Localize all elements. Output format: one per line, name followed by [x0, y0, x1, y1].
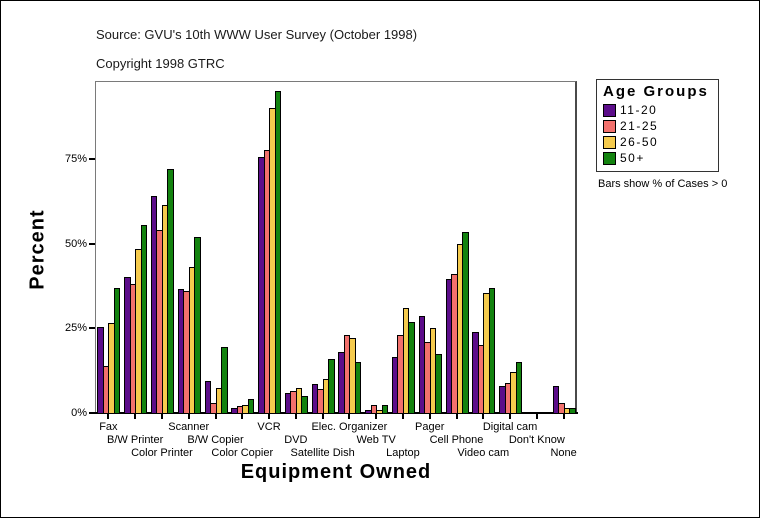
bar-color-printer-50+	[167, 169, 174, 413]
plot-area	[95, 81, 577, 413]
x-axis-title: Equipment Owned	[240, 461, 432, 483]
x-tick-mark	[294, 414, 297, 419]
x-tick-mark	[562, 414, 565, 419]
x-tick-mark	[375, 414, 378, 419]
y-tick-label-50: 50%	[64, 237, 87, 250]
x-category-label: Don't Know	[508, 434, 565, 446]
x-category-label: Video cam	[457, 447, 510, 459]
x-tick-mark	[401, 414, 404, 419]
y-axis-title: Percent	[26, 209, 49, 290]
bar-pager-50+	[435, 353, 442, 413]
bar-scanner-50+	[194, 236, 201, 413]
legend-title: Age Groups	[603, 83, 709, 100]
x-tick-mark	[428, 414, 431, 419]
x-category-label: Digital cam	[482, 421, 538, 433]
legend-entry-11-20: 11-20	[603, 102, 712, 118]
bar-cell-phone-50+	[462, 231, 469, 413]
x-category-label: Web TV	[356, 434, 396, 446]
bar-none-50+	[569, 407, 576, 413]
legend-swatch-26-50	[603, 135, 616, 149]
y-tick-label-0: 0%	[71, 407, 87, 419]
legend-swatch-21-25	[603, 119, 616, 133]
bar-b-w-copier-50+	[221, 346, 228, 413]
x-tick-mark	[187, 414, 190, 419]
x-tick-mark	[268, 414, 271, 419]
x-category-label: Color Copier	[211, 447, 274, 459]
x-category-label: Elec. Organizer	[311, 421, 388, 433]
x-category-label: B/W Printer	[107, 434, 164, 446]
y-tick-mark	[89, 242, 95, 245]
bar-video-cam-50+	[488, 287, 496, 413]
legend-entry-21-25: 21-25	[603, 118, 712, 134]
x-category-label: Scanner	[168, 421, 210, 433]
legend-label: 50+	[620, 151, 645, 165]
bar-digital-cam-50+	[515, 362, 523, 413]
bar-laptop-50+	[408, 321, 415, 413]
x-category-label: Cell Phone	[429, 434, 484, 446]
x-category-label: Color Printer	[131, 447, 193, 459]
bar-color-copier-50+	[247, 399, 255, 413]
legend-entries: 11-20 21-25 26-50 50+	[603, 102, 712, 166]
bar-web-tv-21-25	[370, 404, 378, 413]
x-tick-mark	[321, 414, 324, 419]
source-line: Source: GVU's 10th WWW User Survey (Octo…	[96, 27, 418, 42]
x-category-label: None	[550, 447, 577, 459]
legend-label: 21-25	[620, 119, 659, 133]
y-tick-mark	[89, 327, 95, 330]
x-category-label: DVD	[284, 434, 308, 446]
x-category-label: Satellite Dish	[290, 447, 355, 459]
bar-b-w-printer-50+	[140, 224, 148, 413]
x-tick-mark	[348, 414, 351, 419]
x-category-label: B/W Copier	[187, 434, 244, 446]
bar-web-tv-50+	[381, 404, 389, 413]
y-tick-label-25: 25%	[64, 322, 87, 335]
bar-none-11-20	[552, 385, 560, 413]
y-tick-mark	[89, 157, 95, 160]
x-tick-mark	[509, 414, 512, 419]
legend-swatch-11-20	[603, 103, 616, 117]
x-tick-mark	[535, 414, 538, 419]
legend-swatch-50+	[603, 151, 616, 165]
x-tick-mark	[107, 414, 110, 419]
copyright-line: Copyright 1998 GTRC	[96, 56, 225, 71]
x-tick-mark	[134, 414, 137, 419]
x-category-label: Laptop	[386, 447, 420, 459]
bar-dvd-50+	[301, 396, 308, 413]
x-tick-mark	[241, 414, 244, 419]
x-category-label: Fax	[99, 421, 118, 433]
x-tick-mark	[455, 414, 458, 419]
legend-entry-50+: 50+	[603, 150, 712, 166]
x-category-label: VCR	[257, 421, 281, 433]
x-tick-mark	[160, 414, 163, 419]
legend-label: 11-20	[620, 103, 658, 117]
x-tick-mark	[214, 414, 217, 419]
y-tick-mark	[89, 412, 95, 414]
x-axis-line	[93, 412, 578, 414]
bar-b-w-copier-11-20	[204, 380, 211, 413]
bar-fax-50+	[113, 287, 121, 413]
x-category-label: Pager	[415, 421, 445, 433]
bar-vcr-50+	[274, 91, 282, 413]
legend: Age Groups 11-20 21-25 26-50 50+	[596, 79, 719, 172]
bar-elec-organizer-50+	[354, 362, 362, 413]
legend-label: 26-50	[620, 135, 659, 149]
x-tick-mark	[482, 414, 485, 419]
bar-satellite-dish-50+	[328, 358, 335, 413]
y-tick-label-75: 75%	[64, 152, 87, 165]
legend-entry-26-50: 26-50	[603, 134, 712, 150]
legend-note: Bars show % of Cases > 0	[598, 178, 728, 190]
